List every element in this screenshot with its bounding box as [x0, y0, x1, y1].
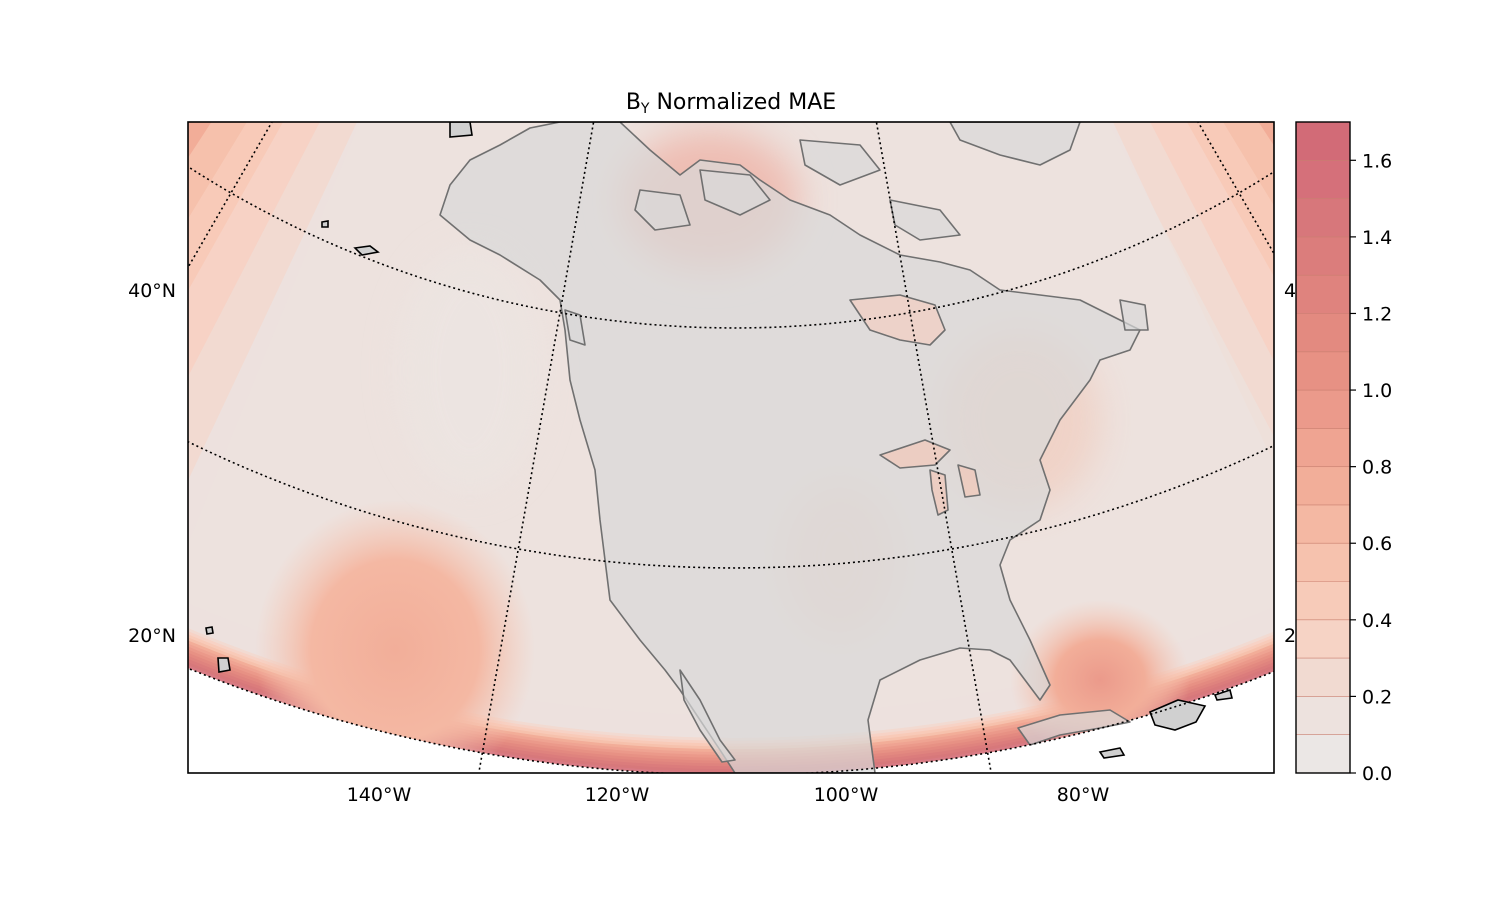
arctic-island-4: [889, 199, 961, 241]
lat-label-20n: 20°N: [128, 625, 176, 647]
great-lake-superior: [879, 439, 951, 469]
colorbar-band: [1296, 428, 1350, 468]
aleutian-a: [353, 245, 380, 256]
puerto-rico: [1213, 688, 1233, 701]
colorbar-tick-label: 0.8: [1362, 457, 1392, 479]
baja-california: [679, 669, 736, 763]
lat-label-40n: 40°N: [128, 280, 176, 302]
newfoundland: [1119, 299, 1149, 331]
hawaii-small: [205, 626, 214, 635]
colorbar-tick-label: 1.0: [1362, 380, 1392, 402]
colorbar-tick-label: 0.6: [1362, 533, 1392, 555]
colorbar-band: [1296, 198, 1350, 238]
lon-label-100w: 100°W: [814, 784, 879, 806]
meridian-line: [875, 122, 993, 773]
north-america-landmass: [439, 122, 1141, 773]
colorbar-band: [1296, 275, 1350, 314]
hawaii-big: [217, 657, 231, 673]
lon-labels: 140°W 120°W 100°W 80°W: [347, 784, 1110, 806]
lon-label-80w: 80°W: [1057, 784, 1110, 806]
colorbar-band: [1296, 734, 1350, 774]
colorbar-band: [1296, 619, 1350, 659]
map-frame: [187, 121, 1275, 774]
hispaniola: [1148, 699, 1207, 731]
colorbar-band: [1296, 543, 1350, 582]
colorbar-tick-label: 1.4: [1362, 227, 1392, 249]
map-axes: [188, 122, 1274, 773]
lowspot-west-coast: [400, 250, 540, 490]
colorbar-tick-label: 0.0: [1362, 763, 1392, 785]
colorbar: 0.0 0.2 0.4 0.6 0.8 1.0 1.2 1.4 1.6: [1295, 121, 1392, 785]
lat-labels-left: 40°N 20°N: [128, 280, 176, 647]
colorbar-band: [1296, 658, 1350, 697]
colorbar-tick-label: 0.2: [1362, 686, 1392, 708]
great-lake-huron: [957, 464, 981, 498]
arctic-island-2: [799, 139, 881, 186]
colorbar-band: [1296, 390, 1350, 429]
colorbar-band: [1296, 466, 1350, 506]
graticule: [188, 122, 1274, 773]
lat-label-right-40: 4: [1284, 280, 1296, 302]
colorbar-band: [1296, 236, 1350, 276]
parallel-line: [188, 440, 1274, 569]
lon-label-120w: 120°W: [585, 784, 650, 806]
aleutian-b: [321, 220, 329, 228]
arctic-island-3: [634, 189, 691, 231]
colorbar-band: [1296, 351, 1350, 391]
colorbar-bands: [1296, 122, 1350, 774]
alaska-tip: [449, 122, 473, 138]
hudson-bay: [849, 294, 946, 346]
colorbar-tick-label: 0.4: [1362, 610, 1392, 632]
colorbar-frame: [1295, 121, 1351, 774]
arctic-island-1: [699, 169, 771, 216]
colorbar-band: [1296, 313, 1350, 353]
plot-title: BY Normalized MAE: [626, 90, 836, 117]
colorbar-tick-label: 1.2: [1362, 303, 1392, 325]
lat-labels-right: 4 2: [1284, 280, 1296, 647]
lat-label-right-20: 2: [1284, 625, 1296, 647]
colorbar-ticks: 0.0 0.2 0.4 0.6 0.8 1.0 1.2 1.4 1.6: [1350, 150, 1392, 785]
colorbar-band: [1296, 122, 1350, 161]
islands-outlined: [205, 122, 1233, 759]
parallel-line: [188, 165, 1274, 329]
colorbar-band: [1296, 504, 1350, 544]
greenland: [949, 122, 1081, 166]
colorbar-tick-label: 1.6: [1362, 150, 1392, 172]
colorbar-band: [1296, 696, 1350, 736]
jamaica: [1098, 747, 1126, 759]
vancouver-island: [564, 309, 586, 346]
meridian-line: [477, 122, 595, 773]
colorbar-band: [1296, 581, 1350, 621]
colorbar-band: [1296, 160, 1350, 200]
land: [439, 122, 1149, 773]
lon-label-140w: 140°W: [347, 784, 412, 806]
